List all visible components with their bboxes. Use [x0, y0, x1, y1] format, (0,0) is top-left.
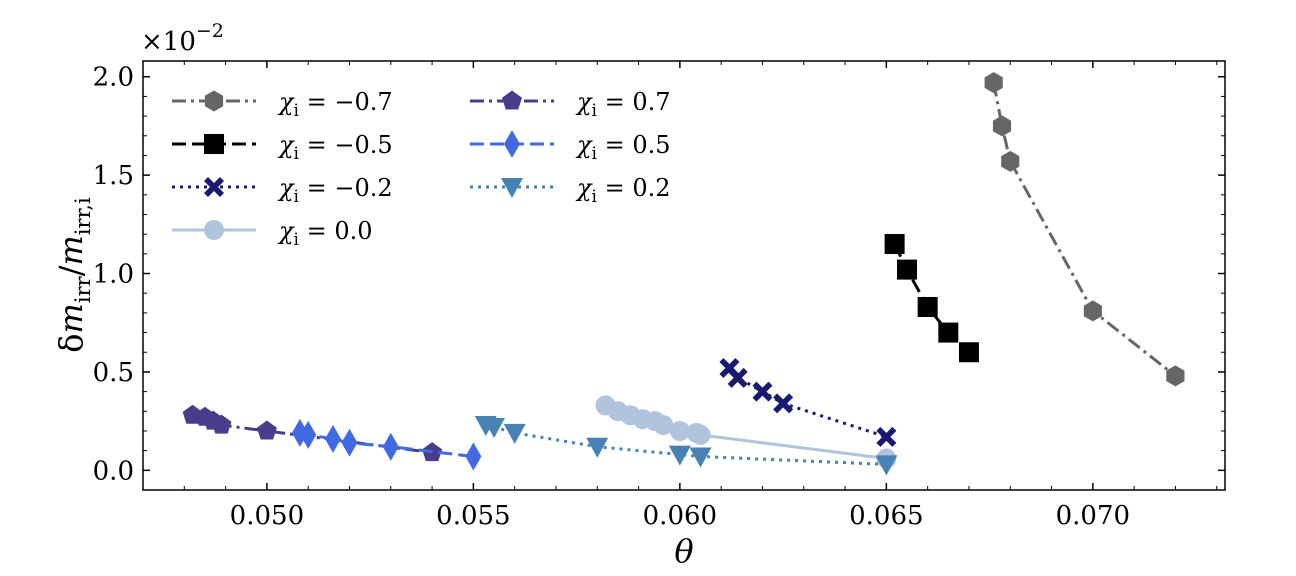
data-point — [1166, 365, 1185, 387]
data-point — [256, 420, 277, 440]
x-tick-label: 0.065 — [849, 501, 923, 531]
data-point — [884, 234, 905, 255]
data-point — [1083, 300, 1102, 322]
data-point — [875, 455, 898, 476]
legend-marker — [204, 90, 224, 112]
data-point — [324, 424, 341, 453]
y-tick-label: 0.5 — [93, 358, 134, 388]
legend-marker — [502, 90, 522, 110]
data-point — [897, 259, 918, 280]
legend: χi = −0.7 χi = −0.5 χi = −0.2 χi = 0.0 χi = … — [172, 88, 671, 250]
series-6 — [474, 416, 898, 476]
series-1 — [884, 234, 979, 363]
legend-label: χi = −0.2 — [277, 174, 393, 207]
legend-item: χi = −0.7 — [172, 88, 393, 121]
data-point — [586, 437, 609, 458]
data-point — [773, 393, 794, 414]
legend-label: χi = −0.5 — [277, 131, 393, 164]
data-point — [653, 415, 674, 436]
data-point — [483, 418, 506, 439]
data-point — [690, 424, 711, 445]
y-tick-label: 1.0 — [93, 260, 134, 290]
data-point — [876, 426, 897, 447]
series-line — [728, 367, 887, 439]
data-point — [938, 322, 959, 343]
data-point — [300, 420, 317, 449]
series-3 — [595, 395, 897, 469]
series-2 — [719, 357, 897, 447]
data-point — [1001, 150, 1020, 172]
data-point — [341, 428, 358, 457]
legend-item: χi = −0.5 — [172, 131, 393, 164]
x-axis-label: θ — [674, 532, 693, 570]
data-point — [992, 115, 1012, 137]
legend-marker — [504, 130, 520, 158]
legend-label: χi = 0.7 — [575, 88, 671, 121]
series-layer — [182, 72, 1185, 476]
legend-marker — [501, 178, 523, 198]
data-point — [958, 342, 979, 363]
data-point — [668, 445, 691, 466]
legend-item: χi = 0.0 — [172, 217, 373, 250]
x-tick-label: 0.060 — [643, 501, 717, 531]
data-point — [503, 423, 526, 444]
legend-item: χi = −0.2 — [172, 174, 393, 207]
series-5 — [291, 418, 482, 471]
series-line — [992, 82, 1177, 378]
y-multiplier: ×10−2 — [141, 20, 224, 57]
legend-item: χi = 0.7 — [470, 88, 671, 121]
ticks-layer: 0.050 0.055 0.060 0.065 0.070 0.0 0.5 1.0 1.5 2.0 — [93, 61, 1225, 531]
plot-frame — [142, 60, 1226, 491]
y-tick-label: 0.0 — [93, 456, 134, 486]
legend-item: χi = 0.2 — [470, 174, 671, 207]
series-4 — [182, 404, 443, 462]
data-point — [752, 381, 773, 402]
x-tick-label: 0.055 — [436, 501, 510, 531]
data-point — [984, 72, 1003, 94]
data-point — [382, 432, 399, 461]
series-0 — [984, 72, 1185, 387]
legend-label: χi = 0.5 — [575, 131, 671, 164]
data-point — [917, 296, 938, 317]
y-tick-label: 2.0 — [93, 63, 134, 93]
data-point — [669, 420, 690, 441]
data-point — [689, 447, 712, 468]
data-point — [465, 442, 482, 471]
x-tick-label: 0.050 — [230, 501, 304, 531]
legend-label: χi = 0.0 — [277, 217, 373, 250]
legend-marker — [204, 134, 224, 154]
y-axis-label: δmirr/mirr,i — [52, 197, 95, 353]
legend-label: χi = 0.2 — [575, 174, 671, 207]
legend-label: χi = −0.7 — [277, 88, 393, 121]
legend-marker — [204, 177, 224, 197]
x-tick-label: 0.070 — [1056, 501, 1130, 531]
legend-marker — [204, 220, 224, 240]
y-tick-label: 1.5 — [93, 161, 134, 191]
legend-item: χi = 0.5 — [470, 130, 671, 164]
data-point — [727, 367, 748, 388]
data-point — [211, 414, 232, 434]
